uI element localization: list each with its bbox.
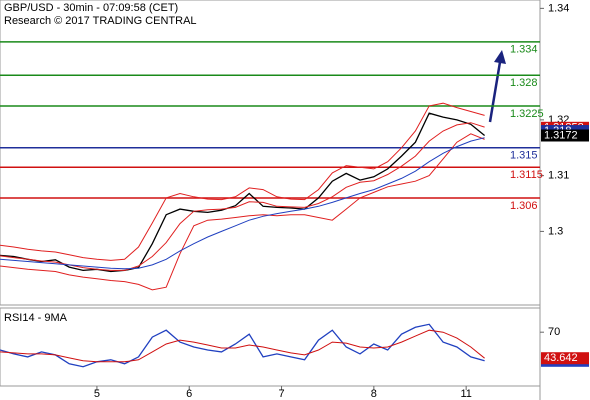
x-tick-label: 8 bbox=[371, 388, 377, 400]
y-tick-label: 1.3 bbox=[548, 225, 563, 237]
chart-subtitle: Research © 2017 TRADING CENTRAL bbox=[4, 15, 197, 27]
series-line bbox=[0, 102, 485, 261]
y-tick-label: 70 bbox=[548, 326, 560, 338]
x-tick-label: 5 bbox=[94, 388, 100, 400]
x-tick-label: 7 bbox=[278, 388, 284, 400]
rsi-panel bbox=[0, 307, 541, 387]
series-line bbox=[0, 133, 485, 291]
level-label: 1.3225 bbox=[510, 108, 544, 120]
price-box bbox=[541, 352, 589, 365]
price-box-label: 43.642 bbox=[544, 352, 578, 364]
series-line bbox=[0, 329, 485, 363]
series-line bbox=[0, 112, 486, 273]
x-tick-label: 11 bbox=[460, 388, 471, 400]
y-tick-label: 1.34 bbox=[548, 2, 569, 14]
y-tick-label: 1.31 bbox=[548, 170, 569, 182]
price-box-label: 1.3172 bbox=[544, 129, 578, 141]
price-box bbox=[541, 129, 589, 142]
rsi-title: RSI14 - 9MA bbox=[4, 312, 68, 324]
series-line bbox=[0, 137, 485, 270]
level-label: 1.3115 bbox=[510, 169, 543, 181]
series-line bbox=[0, 323, 485, 368]
chart-title: GBP/USD - 30min - 07:09:58 (CET) bbox=[4, 2, 178, 14]
level-label: 1.315 bbox=[510, 150, 538, 162]
forecast-arrow bbox=[488, 61, 502, 123]
x-tick-label: 6 bbox=[186, 388, 192, 400]
series-line bbox=[0, 122, 485, 271]
level-label: 1.334 bbox=[510, 44, 538, 56]
level-label: 1.328 bbox=[510, 77, 538, 89]
level-label: 1.306 bbox=[510, 200, 538, 212]
price-panel bbox=[0, 0, 541, 306]
forecast-arrowhead bbox=[494, 50, 506, 64]
